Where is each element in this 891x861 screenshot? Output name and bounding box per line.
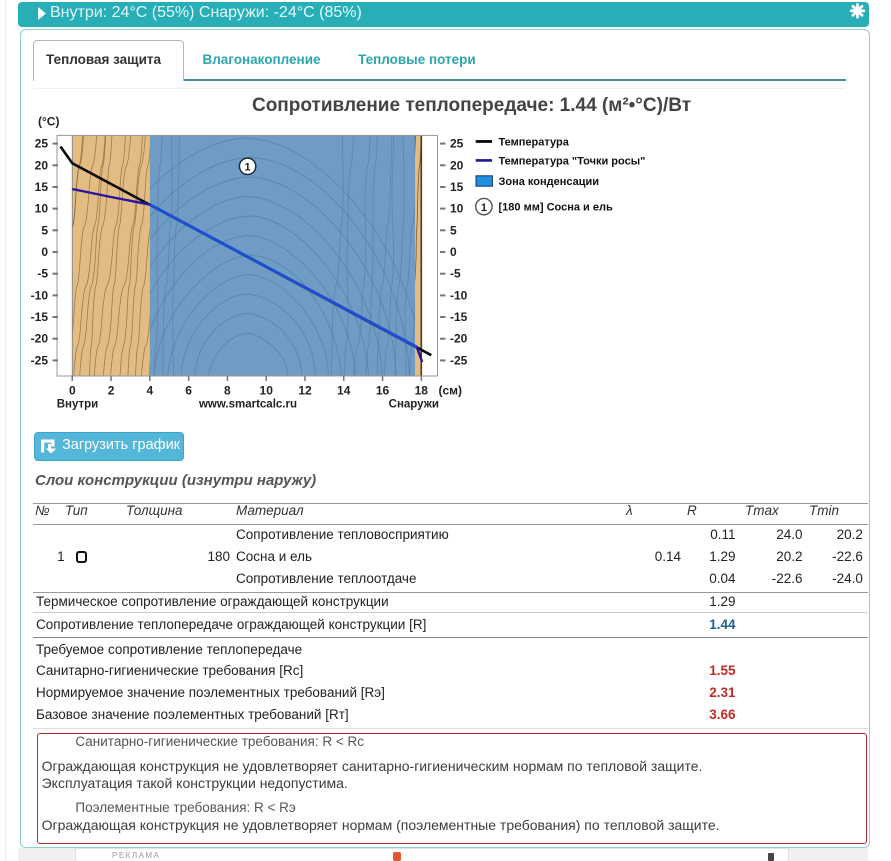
svg-text:10: 10 bbox=[35, 202, 49, 216]
svg-text:16: 16 bbox=[376, 384, 390, 398]
svg-text:-15: -15 bbox=[31, 310, 49, 324]
svg-text:14: 14 bbox=[337, 384, 351, 398]
svg-text:Снаружи: Снаружи bbox=[389, 399, 439, 411]
svg-text:1: 1 bbox=[481, 202, 487, 214]
svg-text:0: 0 bbox=[41, 245, 48, 259]
svg-text:15: 15 bbox=[450, 180, 464, 194]
svg-text:0: 0 bbox=[69, 384, 76, 398]
svg-text:6: 6 bbox=[185, 384, 192, 398]
svg-text:-5: -5 bbox=[37, 267, 48, 281]
svg-text:5: 5 bbox=[41, 223, 48, 237]
svg-text:8: 8 bbox=[224, 384, 231, 398]
svg-text:www.smartcalc.ru: www.smartcalc.ru bbox=[198, 399, 297, 411]
svg-text:12: 12 bbox=[298, 384, 312, 398]
svg-text:(см): (см) bbox=[439, 384, 463, 398]
svg-text:-15: -15 bbox=[450, 310, 468, 324]
svg-text:10: 10 bbox=[260, 384, 274, 398]
svg-text:-25: -25 bbox=[31, 353, 49, 367]
svg-text:Внутри: Внутри bbox=[57, 399, 99, 411]
svg-text:2: 2 bbox=[108, 384, 115, 398]
svg-text:18: 18 bbox=[415, 384, 429, 398]
svg-text:10: 10 bbox=[450, 202, 464, 216]
svg-text:5: 5 bbox=[450, 223, 457, 237]
svg-text:4: 4 bbox=[147, 384, 154, 398]
svg-text:[180 мм] Сосна и ель: [180 мм] Сосна и ель bbox=[499, 202, 613, 214]
svg-text:-5: -5 bbox=[450, 267, 461, 281]
svg-text:20: 20 bbox=[450, 158, 464, 172]
svg-text:0: 0 bbox=[450, 245, 457, 259]
svg-text:(°C): (°C) bbox=[38, 115, 59, 129]
svg-text:15: 15 bbox=[35, 180, 49, 194]
svg-text:Температура "Точки росы": Температура "Точки росы" bbox=[499, 155, 646, 167]
svg-text:25: 25 bbox=[35, 137, 49, 151]
svg-text:20: 20 bbox=[35, 158, 49, 172]
svg-text:-25: -25 bbox=[450, 353, 468, 367]
svg-text:Зона конденсации: Зона конденсации bbox=[499, 176, 600, 188]
svg-text:1: 1 bbox=[245, 162, 251, 174]
svg-text:-20: -20 bbox=[450, 332, 468, 346]
svg-text:25: 25 bbox=[450, 137, 464, 151]
svg-text:-10: -10 bbox=[450, 288, 468, 302]
svg-text:-10: -10 bbox=[31, 288, 49, 302]
svg-text:Температура: Температура bbox=[499, 137, 570, 149]
svg-text:-20: -20 bbox=[31, 332, 49, 346]
